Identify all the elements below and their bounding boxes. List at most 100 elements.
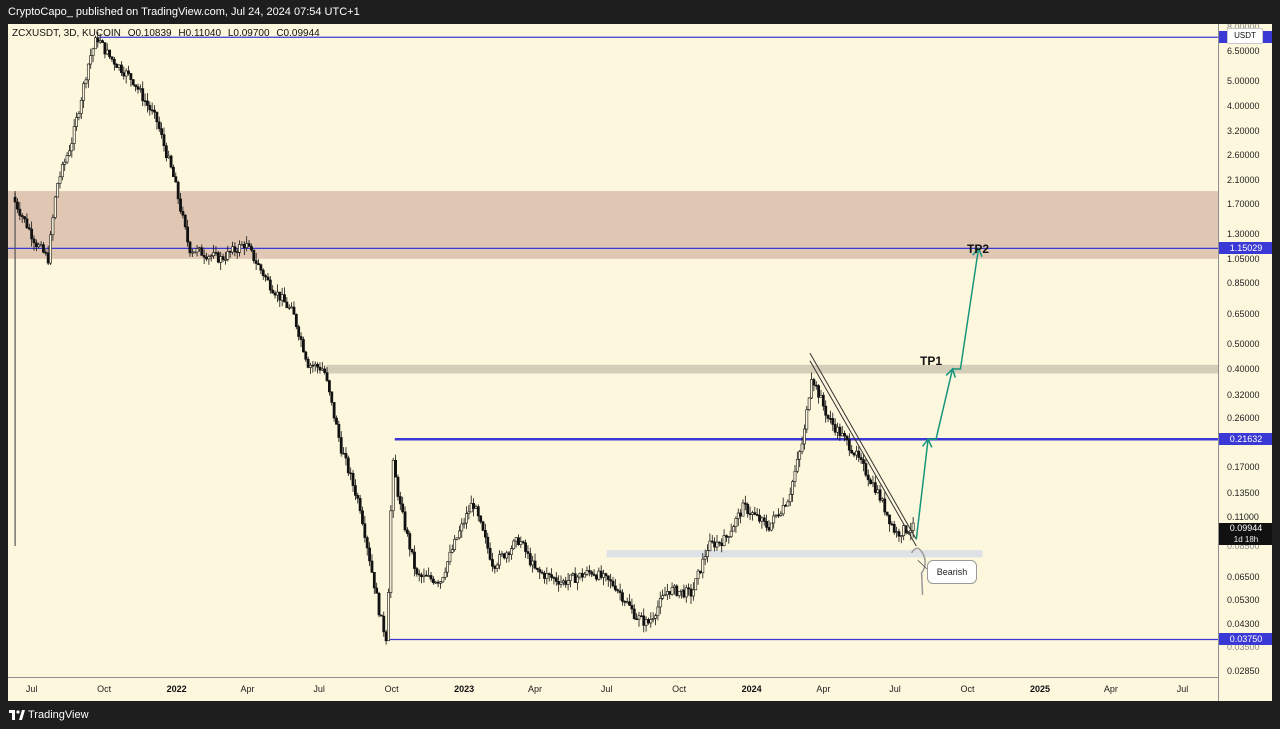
candle-body <box>242 244 246 249</box>
candle-body <box>779 513 783 517</box>
candle-body <box>843 433 847 437</box>
candle-body <box>273 292 277 296</box>
candle-body <box>79 100 83 114</box>
candle-body <box>876 489 880 493</box>
candle-body <box>96 37 100 43</box>
price-tick-label: 4.00000 <box>1227 101 1260 111</box>
candle-body <box>335 417 338 425</box>
candle-body <box>212 252 216 257</box>
price-tick-label: 0.13500 <box>1227 488 1260 499</box>
candle-body <box>278 291 282 301</box>
candle-body <box>725 535 728 538</box>
candle-body <box>410 548 414 553</box>
publisher-bar: CryptoCapo_ published on TradingView.com… <box>0 0 1280 24</box>
candle-body <box>519 541 523 545</box>
candle-body <box>479 515 483 523</box>
tp1-label[interactable]: TP1 <box>920 354 943 368</box>
candle-body <box>304 351 308 360</box>
candle-countdown: 1d 18h <box>1233 535 1259 545</box>
candle-body <box>32 238 36 244</box>
candle-body <box>382 615 386 633</box>
candle-body <box>172 166 175 177</box>
chart-frame[interactable]: ZCXUSDT, 3D, KUCOIN O0.10839 H0.11040 L0… <box>8 24 1272 701</box>
candle-body <box>498 554 501 566</box>
price-level-tag[interactable]: 0.21632 <box>1219 433 1272 446</box>
candle-body <box>892 523 896 533</box>
price-level-tag[interactable]: 1.15029 <box>1219 242 1272 255</box>
tp2-label[interactable]: TP2 <box>967 242 990 256</box>
candle-body <box>58 176 62 184</box>
candle-body <box>561 580 565 583</box>
candle-body <box>200 247 204 256</box>
currency-label[interactable]: USDT <box>1227 28 1263 44</box>
price-tick-label: 1.05000 <box>1227 253 1260 264</box>
candle-body <box>647 619 650 624</box>
candle-body <box>795 458 799 472</box>
candle-body <box>531 560 535 566</box>
candle-body <box>266 276 270 281</box>
price-level-tag[interactable]: 0.03750 <box>1219 633 1272 646</box>
candle-body <box>625 601 629 603</box>
candle-body <box>734 518 738 527</box>
candle-body <box>533 560 537 569</box>
candle-body <box>642 615 646 626</box>
candle-body <box>82 83 86 101</box>
candle-body <box>105 49 109 55</box>
time-tick-label: Jul <box>600 684 613 694</box>
price-tick-label: 1.70000 <box>1227 198 1260 209</box>
candle-body <box>855 450 858 456</box>
candle-body <box>259 264 263 271</box>
candle-body <box>675 585 679 596</box>
projection-arrowhead-1 <box>921 437 933 448</box>
candle-body <box>793 470 797 482</box>
chart-plot-area[interactable]: ZCXUSDT, 3D, KUCOIN O0.10839 H0.11040 L0… <box>8 24 1218 677</box>
candle-body <box>46 252 50 264</box>
candle-body <box>429 575 433 580</box>
price-axis[interactable]: 8.00000 6.50000 5.00000 4.00000 3.20000 2.600… <box>1218 24 1272 701</box>
candle-body <box>831 418 835 425</box>
candle-body <box>460 523 464 532</box>
candle-body <box>878 489 882 501</box>
candle-body <box>535 567 539 570</box>
candle-body <box>547 573 551 575</box>
time-tick-label: 2023 <box>454 684 475 694</box>
candle-body <box>328 380 331 393</box>
candle-body <box>699 570 702 574</box>
candle-body <box>769 522 773 531</box>
candle-body <box>216 252 220 263</box>
candle-body <box>84 79 88 84</box>
candle-body <box>372 572 376 589</box>
candle-body <box>786 501 790 507</box>
candle-body <box>604 573 608 577</box>
candle-body <box>245 243 249 249</box>
current-price-tag[interactable]: 0.09944 1d 18h <box>1219 523 1272 546</box>
candle-body <box>687 587 691 590</box>
price-chart-svg[interactable] <box>8 24 1218 677</box>
candle-body <box>396 476 400 497</box>
candle-body <box>453 539 457 550</box>
candle-body <box>368 547 371 562</box>
candle-body <box>517 537 520 545</box>
candle-body <box>408 533 412 550</box>
bearish-callout[interactable]: Bearish <box>927 560 977 584</box>
candle-body <box>713 541 717 548</box>
candle-body <box>238 244 242 253</box>
time-axis[interactable]: Jul Oct 2022 Apr Jul Oct 2023 Apr Jul Oct 2024 Apr J… <box>8 677 1218 701</box>
candle-body <box>198 247 201 249</box>
candle-body <box>616 589 620 592</box>
candle-body <box>760 517 764 522</box>
candle-body <box>632 608 636 619</box>
candle-body <box>798 451 802 460</box>
candle-body <box>635 618 639 620</box>
candle-body <box>337 424 341 438</box>
candle-body <box>528 553 532 566</box>
candle-body <box>472 503 475 509</box>
candle-body <box>311 364 315 367</box>
candle-body <box>103 42 107 55</box>
candle-body <box>417 573 421 576</box>
candle-body <box>309 364 312 368</box>
candle-body <box>415 568 419 575</box>
candle-body <box>323 368 327 373</box>
price-tick-label: 2.60000 <box>1227 150 1260 161</box>
time-tick-label: Oct <box>384 684 399 694</box>
